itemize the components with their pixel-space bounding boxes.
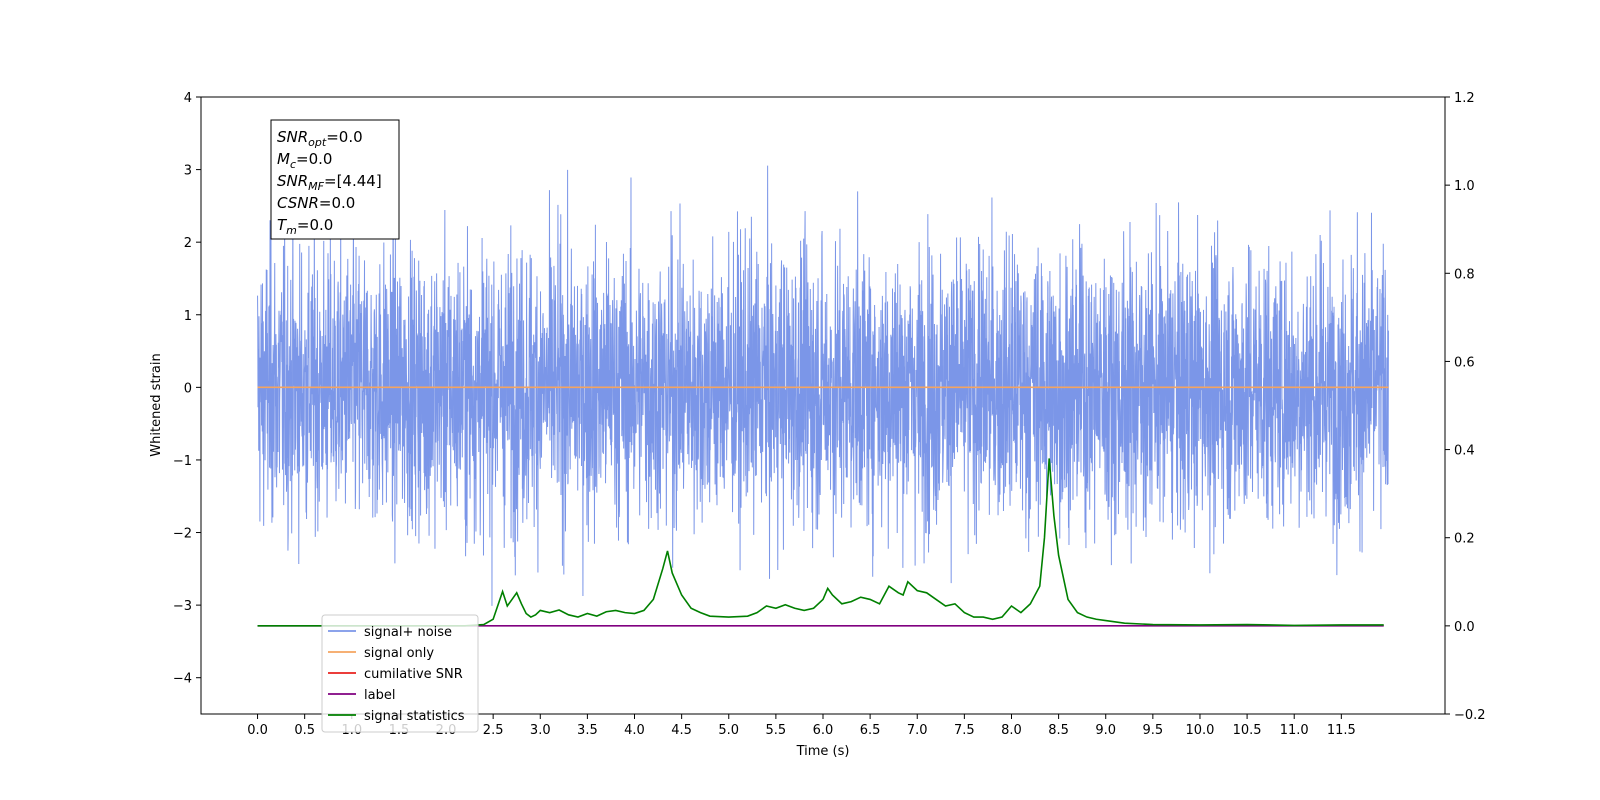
series-layer xyxy=(257,165,1389,627)
x-tick-label: 7.0 xyxy=(907,723,928,738)
annotation-line: Mc=0.0 xyxy=(277,150,332,171)
snr-annotation-box: SNRopt=0.0Mc=0.0SNRMF=[4.44]CSNR=0.0Tm=0… xyxy=(270,119,400,240)
annotation-subscript: c xyxy=(290,158,296,171)
legend-entry-label: signal only xyxy=(364,646,434,661)
annotation-symbol: M xyxy=(277,150,290,168)
y2-tick-label: 0.8 xyxy=(1454,267,1475,282)
y-tick-label: −3 xyxy=(173,599,192,614)
y-axis-left: −4 −3 −2 −1 0 1 2 3 4 xyxy=(173,91,201,687)
y2-tick-label: 0.4 xyxy=(1454,444,1475,459)
x-tick-label: 2.5 xyxy=(483,723,504,738)
x-tick-label: 4.0 xyxy=(624,723,645,738)
legend-entry-label: signal statistics xyxy=(364,709,465,724)
annotation-symbol: SNR xyxy=(277,128,308,146)
x-tick-label: 3.0 xyxy=(530,723,551,738)
annotation-frame xyxy=(270,119,400,240)
y-axis-right: −0.2 0.0 0.2 0.4 0.6 0.8 1.0 1.2 xyxy=(1445,91,1486,723)
legend: signal+ noise signal only cumilative SNR la… xyxy=(321,614,479,733)
y-tick-label: 3 xyxy=(184,164,192,179)
y-tick-label: −2 xyxy=(173,527,192,542)
x-tick-label: 11.0 xyxy=(1280,723,1309,738)
y2-tick-label: 1.2 xyxy=(1454,91,1475,106)
annotation-symbol: SNR xyxy=(277,172,308,190)
legend-entry-label: label xyxy=(364,688,395,703)
x-tick-label: 10.5 xyxy=(1233,723,1262,738)
annotation-line: SNRopt=0.0 xyxy=(277,128,363,149)
y-tick-label: 0 xyxy=(184,381,192,396)
x-tick-label: 9.5 xyxy=(1143,723,1164,738)
annotation-subscript: m xyxy=(286,224,297,237)
y-tick-label: −4 xyxy=(173,672,192,687)
y2-tick-label: 1.0 xyxy=(1454,179,1475,194)
legend-entry-label: cumilative SNR xyxy=(364,667,463,682)
legend-entry-label: signal+ noise xyxy=(364,625,452,640)
x-tick-label: 8.5 xyxy=(1048,723,1069,738)
y-tick-label: −1 xyxy=(173,454,192,469)
x-tick-label: 5.0 xyxy=(718,723,739,738)
y2-tick-label: 0.2 xyxy=(1454,532,1475,547)
annotation-value: =0.0 xyxy=(297,216,333,234)
y-tick-label: 1 xyxy=(184,309,192,324)
series-signal-noise-line xyxy=(257,165,1389,606)
legend-frame xyxy=(321,614,479,733)
x-tick-label: 10.0 xyxy=(1185,723,1214,738)
x-tick-label: 9.0 xyxy=(1095,723,1116,738)
annotation-value: =0.0 xyxy=(326,128,362,146)
annotation-value: =[4.44] xyxy=(324,172,382,190)
y-tick-label: 4 xyxy=(184,91,192,106)
x-tick-label: 6.0 xyxy=(813,723,834,738)
annotation-line: CSNR=0.0 xyxy=(277,194,355,212)
x-axis-label: Time (s) xyxy=(796,744,850,759)
annotation-line: Tm=0.0 xyxy=(277,216,333,237)
x-tick-label: 7.5 xyxy=(954,723,975,738)
x-tick-label: 11.5 xyxy=(1327,723,1356,738)
x-tick-label: 8.0 xyxy=(1001,723,1022,738)
x-tick-label: 5.5 xyxy=(766,723,787,738)
y-tick-label: 2 xyxy=(184,236,192,251)
y2-tick-label: 0.6 xyxy=(1454,355,1475,370)
series-signal-statistics-line xyxy=(257,458,1384,627)
x-tick-label: 0.5 xyxy=(294,723,315,738)
annotation-symbol: T xyxy=(277,216,288,234)
annotation-value: =0.0 xyxy=(296,150,332,168)
x-tick-label: 6.5 xyxy=(860,723,881,738)
y-axis-label: Whitened strain xyxy=(149,353,164,456)
annotation-line: SNRMF=[4.44] xyxy=(277,172,382,193)
x-tick-label: 0.0 xyxy=(247,723,268,738)
annotation-symbol: CSNR xyxy=(277,194,319,212)
annotation-value: =0.0 xyxy=(319,194,355,212)
x-tick-label: 3.5 xyxy=(577,723,598,738)
y2-tick-label: 0.0 xyxy=(1454,620,1475,635)
annotation-subscript: opt xyxy=(308,136,327,149)
x-tick-label: 4.5 xyxy=(671,723,692,738)
y2-tick-label: −0.2 xyxy=(1454,708,1486,723)
annotation-subscript: MF xyxy=(308,180,324,193)
